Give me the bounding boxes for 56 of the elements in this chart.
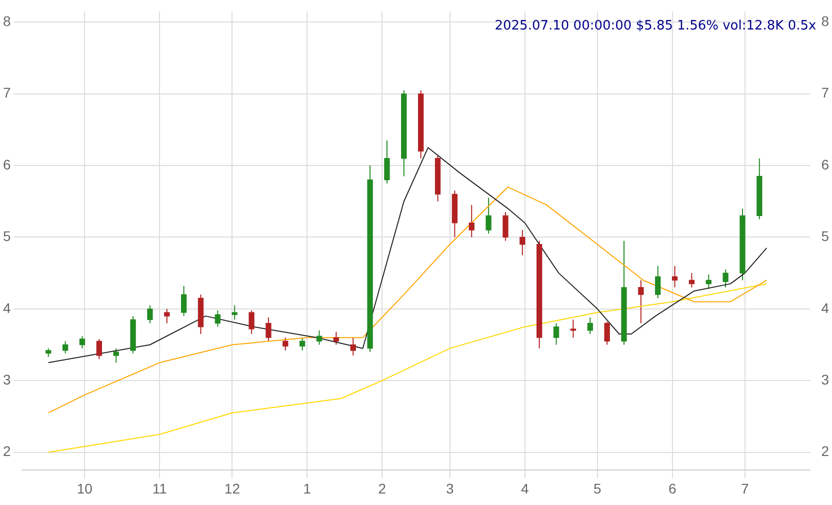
candlestick (502, 212, 508, 242)
x-tick-label: 12 (224, 480, 240, 496)
y2-tick-label: 6 (821, 156, 830, 172)
candlestick (672, 265, 678, 288)
candlestick (214, 310, 221, 328)
y-tick-label: 7 (2, 84, 11, 101)
candlestick (486, 197, 492, 234)
x-tick-label: 6 (668, 480, 676, 496)
candlestick (316, 330, 322, 346)
y-tick-label: 4 (2, 300, 11, 316)
candlestick (282, 337, 288, 351)
y-tick-label: 2 (2, 443, 11, 460)
x-tick-label: 1 (303, 480, 312, 496)
candlestick (520, 230, 526, 256)
candlestick (384, 140, 390, 184)
candlestick (164, 308, 170, 324)
candlestick (96, 338, 102, 360)
y2-tick-label: 8 (821, 13, 830, 30)
candlestick (722, 268, 728, 288)
candlestick (604, 321, 610, 346)
candlestick (570, 319, 576, 338)
candlestick (706, 274, 712, 290)
candlestick (248, 310, 254, 334)
y-tick-label: 3 (2, 371, 11, 388)
x-tick-label: 10 (76, 480, 93, 496)
y-tick-label: 5 (2, 228, 11, 244)
y2-tick-label: 2 (821, 443, 830, 460)
x-tick-label: 5 (593, 480, 602, 496)
candlestick (333, 331, 340, 346)
candlestick (62, 340, 68, 354)
candlestick (232, 304, 238, 320)
candlestick (553, 322, 560, 346)
y-tick-label: 6 (2, 156, 11, 172)
y2-tick-label: 7 (821, 84, 830, 101)
x-tick-label: 2 (378, 480, 386, 496)
candlestick (587, 317, 593, 334)
x-tick-label: 11 (152, 480, 168, 496)
candlestick (350, 337, 356, 356)
y2-tick-label: 5 (821, 228, 830, 244)
candlestick (638, 280, 644, 324)
candlestick (113, 348, 119, 364)
candlestick (79, 336, 86, 349)
candlestick (300, 337, 306, 351)
x-tick-label: 3 (446, 480, 454, 496)
y-tick-label: 8 (2, 13, 11, 30)
y2-tick-label: 3 (821, 371, 830, 388)
x-tick-label: 4 (520, 480, 529, 496)
text: 2025.07.10 00:00:00 $5.85 1.56% vol:12.8K 0.5x (494, 18, 817, 34)
y2-tick-label: 4 (821, 300, 830, 316)
candlestick (655, 265, 661, 299)
candlestick (147, 304, 153, 324)
x-tick-label: 7 (741, 480, 750, 496)
candlestick (468, 204, 474, 238)
candlestick (266, 317, 272, 342)
candlestick (180, 285, 187, 317)
candlestick (688, 272, 695, 288)
